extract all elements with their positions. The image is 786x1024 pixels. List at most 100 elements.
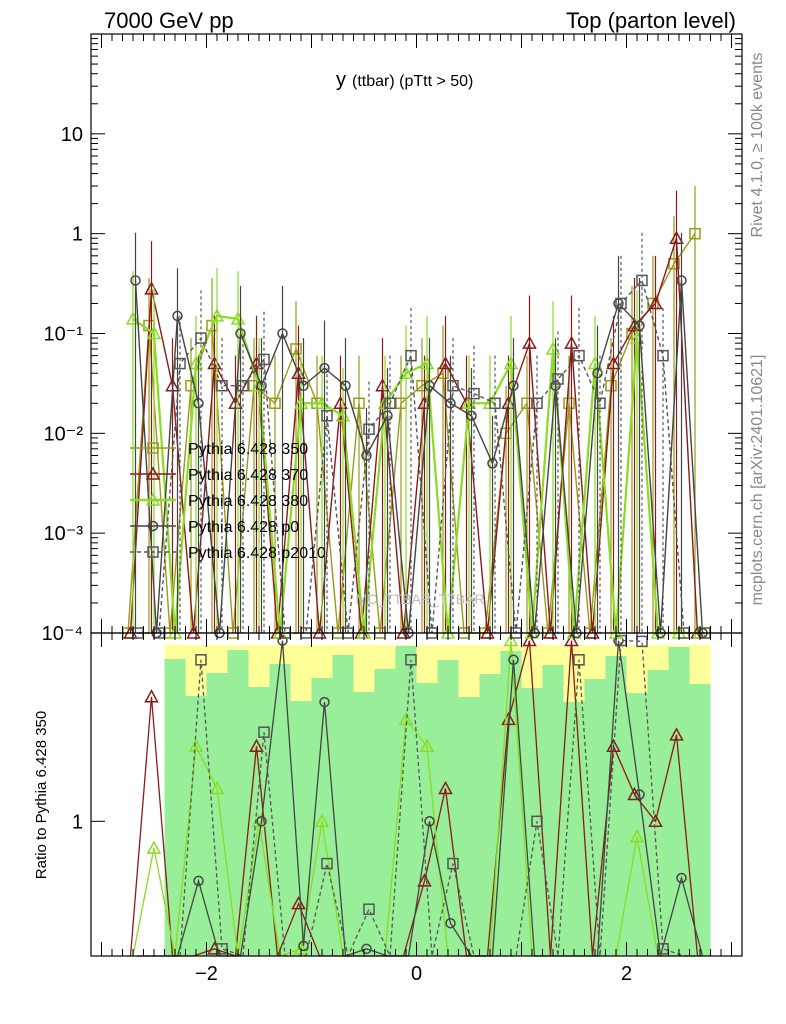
data-point — [669, 727, 684, 741]
data-point — [384, 397, 396, 410]
data-point — [447, 857, 459, 870]
legend-entry: Pythia 6.428 370 — [188, 467, 308, 484]
x-tick-label: −2 — [195, 963, 218, 985]
series-line — [132, 314, 700, 635]
data-point — [361, 943, 372, 955]
ratio-band-green — [311, 678, 333, 956]
data-point — [291, 896, 306, 910]
data-point — [634, 789, 645, 800]
data-point — [552, 373, 564, 385]
data-point — [445, 917, 456, 929]
data-point — [564, 632, 579, 647]
legend-entry: Pythia 6.428 380 — [188, 493, 308, 510]
data-point — [188, 738, 204, 752]
data-point — [445, 398, 456, 409]
y-tick-label: 1 — [72, 224, 83, 246]
data-point — [269, 397, 281, 410]
series-line — [134, 280, 704, 634]
ratio-band-green — [374, 669, 396, 956]
analysis-watermark: MC_TTBAR_TTBAR — [355, 591, 484, 607]
plot-title-variable: y — [336, 69, 346, 91]
data-point — [319, 696, 330, 708]
data-point — [487, 458, 498, 469]
data-point — [290, 343, 302, 355]
plot-title-subtitle: (ttbar) (pTtt > 50) — [352, 73, 473, 90]
ratio-band-green — [479, 674, 501, 956]
legend-marker — [147, 546, 159, 558]
data-point — [144, 689, 159, 703]
ratio-series-line — [138, 639, 705, 959]
data-point — [657, 349, 669, 362]
data-point — [531, 815, 543, 828]
ratio-band-green — [206, 673, 228, 956]
ratio-band-green — [542, 665, 564, 956]
x-tick-label: 0 — [411, 963, 422, 985]
ratio-band-green — [332, 655, 354, 956]
data-point — [503, 632, 519, 647]
ratio-band-green — [584, 679, 606, 956]
legend-marker — [145, 492, 161, 506]
data-point — [689, 227, 701, 240]
data-point — [314, 813, 330, 828]
data-point — [508, 654, 519, 666]
data-point — [174, 357, 186, 370]
data-point — [627, 786, 642, 801]
data-point — [573, 349, 585, 362]
legend-marker — [145, 466, 161, 480]
data-point — [258, 726, 270, 738]
ratio-series-group — [129, 632, 705, 959]
data-point — [363, 423, 375, 435]
data-point — [277, 328, 288, 339]
data-point — [298, 380, 309, 391]
data-point — [321, 857, 333, 870]
data-point — [195, 654, 207, 666]
legend-marker — [147, 442, 159, 454]
ratio-band-green — [626, 693, 648, 956]
ratio-y-axis-label: Ratio to Pythia 6.428 350 — [33, 711, 50, 879]
legend-marker — [147, 520, 159, 532]
data-point — [676, 872, 687, 884]
data-point — [468, 387, 480, 400]
y-tick-label: 10 — [61, 124, 83, 146]
ratio-band-green — [123, 645, 144, 956]
ratio-band-yellow — [144, 645, 165, 956]
legend: Pythia 6.428 350 Pythia 6.428 370 Pythia 6… — [130, 441, 326, 562]
data-point — [636, 635, 648, 648]
data-point — [522, 632, 537, 647]
data-point — [417, 873, 432, 887]
main-series-group — [122, 186, 711, 639]
data-point — [405, 654, 417, 666]
header-energy-label: 7000 GeV pp — [104, 8, 234, 33]
data-point — [340, 380, 351, 391]
series-line — [129, 238, 699, 634]
ratio-band-green — [290, 701, 312, 956]
data-point — [615, 297, 627, 310]
legend-entry: Pythia 6.428 350 — [188, 441, 308, 458]
data-point — [419, 738, 435, 752]
data-point — [594, 397, 606, 410]
data-point — [573, 654, 585, 666]
data-point — [657, 943, 669, 955]
mcplots-reference-label: mcplots.cern.ch [arXiv:2401.10621] — [749, 355, 766, 606]
data-point — [209, 780, 225, 795]
data-point — [466, 410, 477, 422]
ratio-band-green — [668, 647, 690, 956]
ratio-band-green — [605, 656, 627, 956]
y-tick-label: 10⁻¹ — [44, 324, 84, 346]
data-point — [146, 840, 162, 854]
x-tick-label: 2 — [621, 963, 632, 985]
ratio-tick-label: 1 — [72, 811, 83, 833]
ratio-band-green — [164, 659, 186, 956]
ratio-band-green — [269, 664, 291, 956]
header-process-label: Top (parton level) — [566, 8, 736, 33]
data-point — [193, 875, 204, 887]
data-point — [319, 362, 330, 374]
data-point — [298, 940, 309, 952]
axes-group: 10 1 10⁻¹ 10⁻² 10⁻³ 10⁻⁴ −2 0 2 1 — [42, 33, 743, 985]
data-point — [636, 274, 648, 287]
data-point — [195, 332, 207, 344]
data-point — [256, 816, 267, 827]
y-tick-label: 10⁻³ — [44, 523, 84, 545]
ratio-band-green — [563, 702, 585, 956]
